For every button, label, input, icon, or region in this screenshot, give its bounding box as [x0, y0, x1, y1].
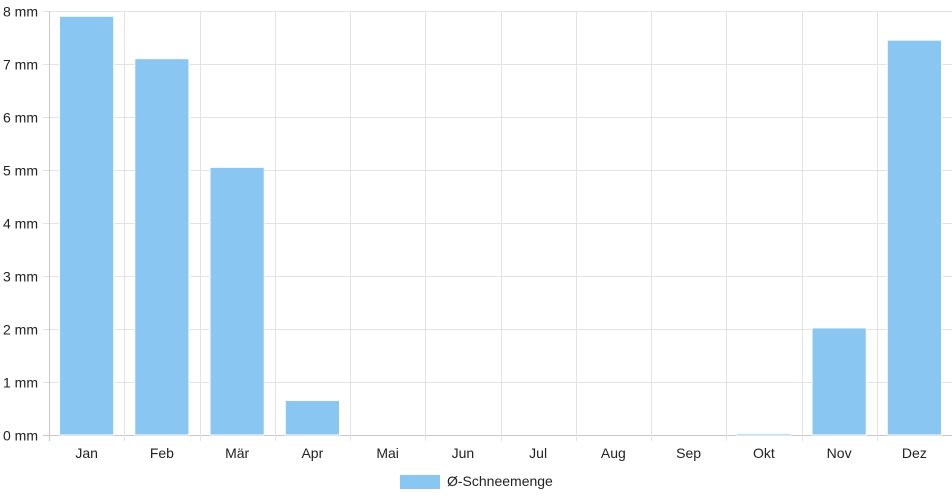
- bar-apr[interactable]: [284, 400, 340, 436]
- grid-lines: [43, 11, 952, 441]
- y-tick-label: 8 mm: [3, 4, 38, 20]
- y-tick-label: 7 mm: [3, 57, 38, 73]
- y-tick-label: 3 mm: [3, 269, 38, 285]
- bar-mär[interactable]: [209, 166, 265, 436]
- x-tick-label: Jul: [529, 445, 547, 461]
- legend[interactable]: Ø-Schneemenge: [400, 473, 553, 489]
- legend-label[interactable]: Ø-Schneemenge: [447, 473, 553, 489]
- bar-dez[interactable]: [886, 39, 942, 436]
- y-tick-label: 0 mm: [3, 428, 38, 444]
- x-tick-label: Okt: [753, 445, 775, 461]
- x-tick-label: Apr: [301, 445, 323, 461]
- x-tick-label: Aug: [601, 445, 626, 461]
- legend-swatch[interactable]: [400, 475, 440, 489]
- x-tick-label: Feb: [150, 445, 174, 461]
- y-tick-label: 1 mm: [3, 375, 38, 391]
- x-tick-label: Jan: [75, 445, 98, 461]
- y-tick-label: 2 mm: [3, 322, 38, 338]
- y-tick-label: 4 mm: [3, 216, 38, 232]
- x-tick-label: Mär: [225, 445, 249, 461]
- bar-okt[interactable]: [736, 432, 792, 436]
- x-tick-label: Mai: [376, 445, 399, 461]
- bar-nov[interactable]: [811, 327, 867, 436]
- x-axis-ticks: Jan Feb Mär Apr Mai Jun Jul Aug Sep Okt Nov Dez: [75, 445, 926, 461]
- x-tick-label: Jun: [452, 445, 475, 461]
- y-axis-ticks: 0 mm 1 mm 2 mm 3 mm 4 mm 5 mm 6 mm 7 mm 8 mm: [3, 4, 38, 444]
- y-tick-label: 5 mm: [3, 163, 38, 179]
- bar-feb[interactable]: [134, 58, 190, 436]
- x-tick-label: Nov: [827, 445, 852, 461]
- y-tick-label: 6 mm: [3, 110, 38, 126]
- x-tick-label: Sep: [676, 445, 701, 461]
- x-tick-label: Dez: [902, 445, 927, 461]
- bar-jan[interactable]: [59, 15, 115, 436]
- bars: [59, 15, 942, 436]
